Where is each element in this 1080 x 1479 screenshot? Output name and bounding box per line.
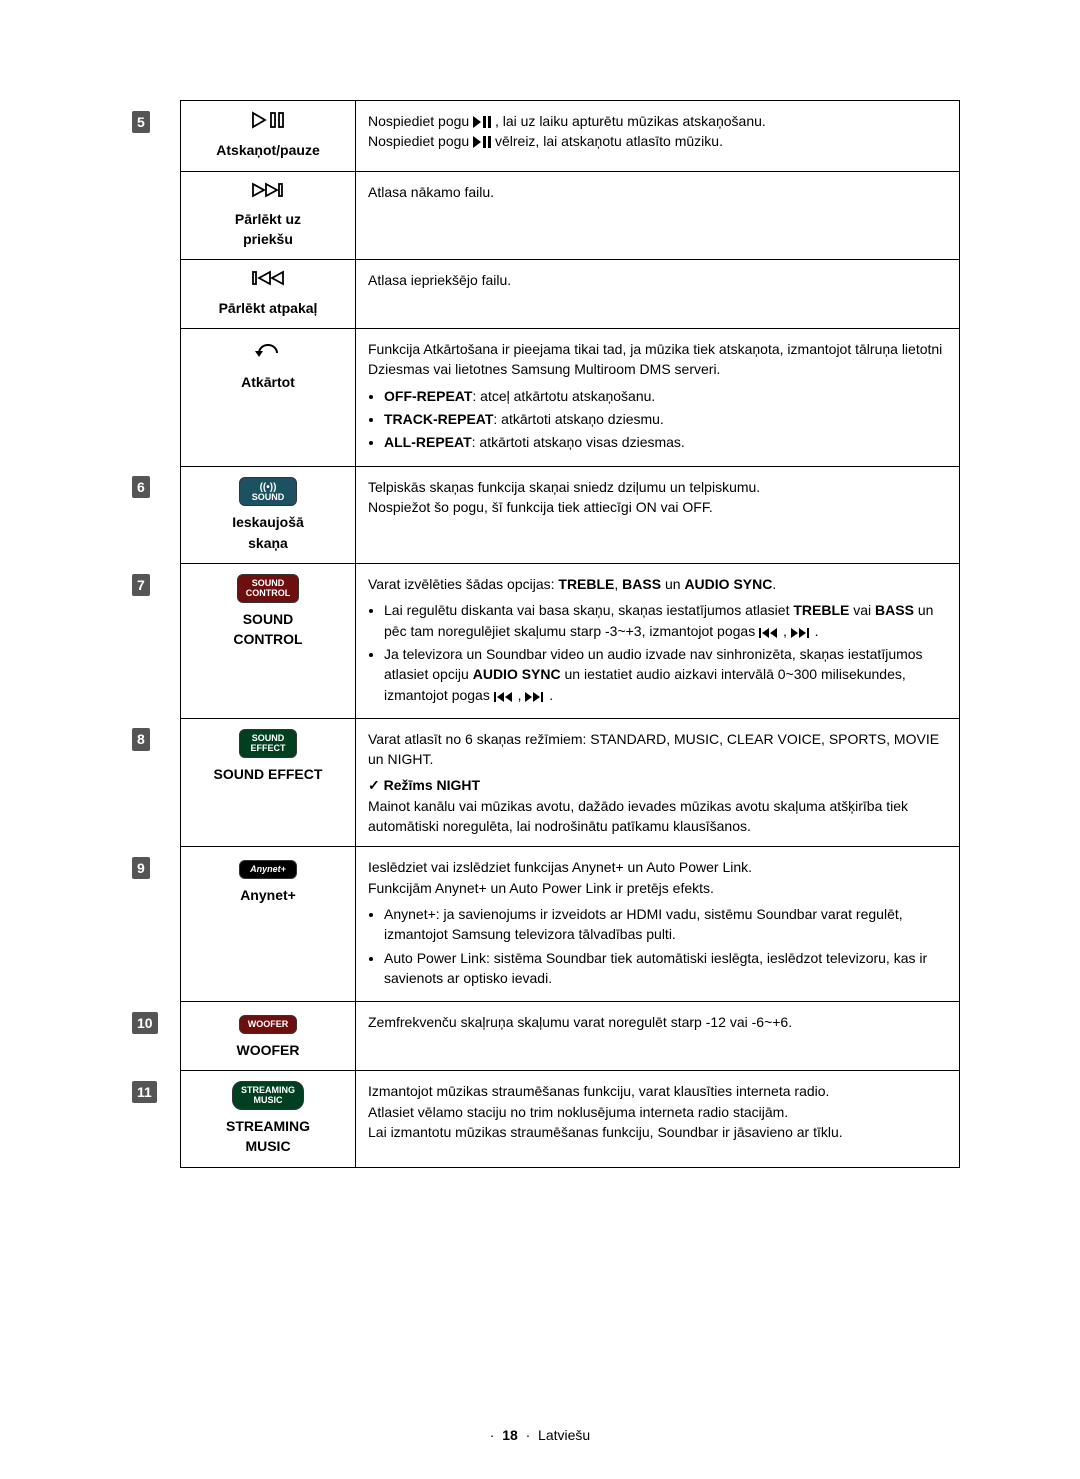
- desc-play-pause: Nospiediet pogu , lai uz laiku apturētu …: [356, 101, 960, 172]
- repeat-icon: [193, 339, 343, 366]
- label-text: Pārlēkt atpakaļ: [219, 300, 318, 316]
- label-text: priekšu: [243, 231, 293, 247]
- label-streaming-music: STREAMING MUSIC STREAMING MUSIC: [181, 1071, 356, 1167]
- list-item: TRACK-REPEAT: atkārtoti atskaņo dziesmu.: [384, 409, 947, 429]
- skip-back-inline-icon: [494, 692, 514, 702]
- anynet-button-icon: Anynet+: [239, 860, 297, 879]
- play-pause-icon: [193, 111, 343, 134]
- desc-streaming-music: Izmantojot mūzikas straumēšanas funkciju…: [356, 1071, 960, 1167]
- list-item: OFF-REPEAT: atceļ atkārtotu atskaņošanu.: [384, 386, 947, 406]
- page-language: Latviešu: [538, 1427, 590, 1443]
- list-item: ALL-REPEAT: atkārtoti atskaņo visas dzie…: [384, 432, 947, 452]
- label-text: SOUND: [243, 611, 294, 627]
- row-number-11: 11: [132, 1081, 157, 1103]
- label-text: Atkārtot: [241, 374, 295, 390]
- list-item: Anynet+: ja savienojums ir izveidots ar …: [384, 904, 947, 945]
- night-mode-note: ✓ Režīms NIGHT Mainot kanālu vai mūzikas…: [368, 775, 947, 836]
- label-text: Atskaņot/pauze: [216, 142, 319, 158]
- page-number: 18: [502, 1427, 518, 1443]
- label-text: skaņa: [248, 535, 288, 551]
- woofer-button-icon: WOOFER: [239, 1015, 298, 1034]
- row-number-10: 10: [132, 1012, 158, 1034]
- sound-control-button-icon: SOUND CONTROL: [237, 574, 300, 603]
- row-number-cell: 6: [120, 466, 181, 563]
- label-text: Ieskaujošā: [232, 514, 304, 530]
- row-number-cell: 10: [120, 1002, 181, 1071]
- desc-skip-back: Atlasa iepriekšējo failu.: [356, 260, 960, 329]
- functions-table: 5 Atskaņot/pauze Nospiediet pogu , lai u…: [120, 100, 960, 1168]
- list-item: Auto Power Link: sistēma Soundbar tiek a…: [384, 948, 947, 989]
- label-text: STREAMING: [226, 1118, 310, 1134]
- label-text: Anynet+: [240, 887, 296, 903]
- skip-forward-inline-icon: [525, 692, 545, 702]
- row-number-cell: 9: [120, 847, 181, 1002]
- sound-control-list: Lai regulētu diskanta vai basa skaņu, sk…: [368, 600, 947, 704]
- row-number-cell: 8: [120, 718, 181, 846]
- sound-effect-button-icon: SOUND EFFECT: [239, 729, 297, 758]
- label-play-pause: Atskaņot/pauze: [181, 101, 356, 172]
- row-number-cell: 11: [120, 1071, 181, 1167]
- label-skip-forward: Pārlēkt uz priekšu: [181, 171, 356, 260]
- label-anynet: Anynet+ Anynet+: [181, 847, 356, 1002]
- list-item: Lai regulētu diskanta vai basa skaņu, sk…: [384, 600, 947, 641]
- skip-back-icon: [193, 270, 343, 291]
- desc-anynet: Ieslēdziet vai izslēdziet funkcijas Anyn…: [356, 847, 960, 1002]
- label-surround-sound: ((•)) SOUND Ieskaujošā skaņa: [181, 466, 356, 563]
- manual-page: 5 Atskaņot/pauze Nospiediet pogu , lai u…: [0, 0, 1080, 1479]
- play-pause-inline-icon: [473, 136, 491, 148]
- row-number-7: 7: [132, 574, 150, 596]
- repeat-list: OFF-REPEAT: atceļ atkārtotu atskaņošanu.…: [368, 386, 947, 453]
- anynet-list: Anynet+: ja savienojums ir izveidots ar …: [368, 904, 947, 988]
- label-sound-control: SOUND CONTROL SOUND CONTROL: [181, 564, 356, 719]
- check-icon: ✓: [368, 777, 380, 793]
- desc-sound-effect: Varat atlasīt no 6 skaņas režīmiem: STAN…: [356, 718, 960, 846]
- label-text: Pārlēkt uz: [235, 211, 301, 227]
- row-number-5: 5: [132, 111, 150, 133]
- row-number-9: 9: [132, 857, 150, 879]
- play-pause-inline-icon: [473, 116, 491, 128]
- row-number-6: 6: [132, 476, 150, 498]
- sound-button-icon: ((•)) SOUND: [239, 477, 297, 507]
- skip-back-inline-icon: [759, 628, 779, 638]
- streaming-music-button-icon: STREAMING MUSIC: [232, 1081, 304, 1110]
- skip-forward-icon: [193, 182, 343, 203]
- label-repeat: Atkārtot: [181, 329, 356, 466]
- label-sound-effect: SOUND EFFECT SOUND EFFECT: [181, 718, 356, 846]
- row-number-cell: 7: [120, 564, 181, 719]
- row-number-8: 8: [132, 728, 150, 750]
- label-woofer: WOOFER WOOFER: [181, 1002, 356, 1071]
- label-text: WOOFER: [237, 1042, 300, 1058]
- skip-forward-inline-icon: [791, 628, 811, 638]
- desc-surround-sound: Telpiskās skaņas funkcija skaņai sniedz …: [356, 466, 960, 563]
- desc-repeat: Funkcija Atkārtošana ir pieejama tikai t…: [356, 329, 960, 466]
- desc-woofer: Zemfrekvenču skaļruņa skaļumu varat nore…: [356, 1002, 960, 1071]
- label-text: CONTROL: [233, 631, 302, 647]
- label-text: SOUND EFFECT: [214, 766, 323, 782]
- list-item: Ja televizora un Soundbar video un audio…: [384, 644, 947, 705]
- label-skip-back: Pārlēkt atpakaļ: [181, 260, 356, 329]
- page-footer: · 18 · Latviešu: [0, 1427, 1080, 1443]
- desc-sound-control: Varat izvēlēties šādas opcijas: TREBLE, …: [356, 564, 960, 719]
- label-text: MUSIC: [245, 1138, 290, 1154]
- desc-skip-forward: Atlasa nākamo failu.: [356, 171, 960, 260]
- row-number-cell: 5: [120, 101, 181, 467]
